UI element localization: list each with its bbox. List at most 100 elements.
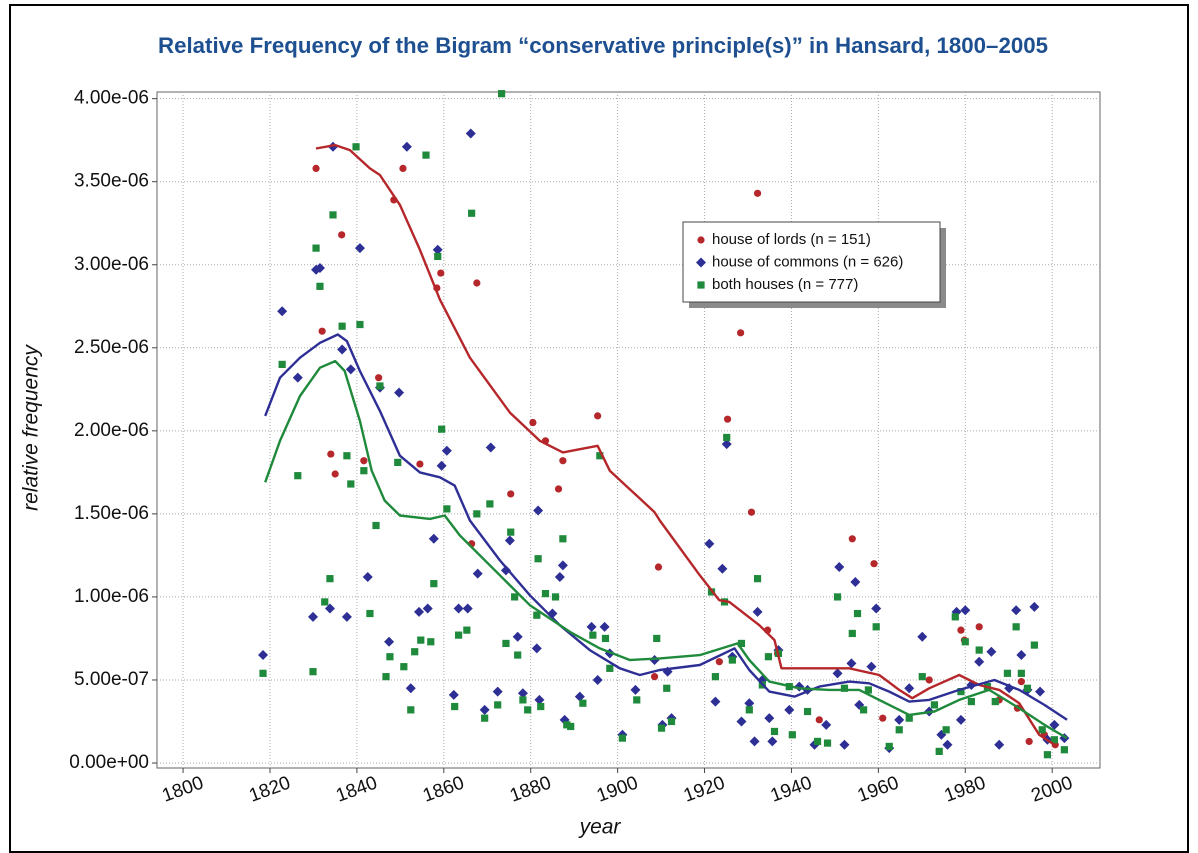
point bbox=[930, 701, 939, 709]
point bbox=[839, 739, 850, 750]
point bbox=[362, 571, 373, 582]
point bbox=[504, 535, 515, 546]
point bbox=[448, 689, 459, 700]
point bbox=[815, 716, 823, 724]
point bbox=[942, 726, 950, 734]
point bbox=[592, 674, 603, 685]
point bbox=[657, 724, 666, 732]
point bbox=[559, 535, 567, 543]
point bbox=[559, 457, 567, 465]
point bbox=[1030, 641, 1038, 649]
legend-box bbox=[682, 221, 941, 303]
point bbox=[454, 631, 463, 639]
point bbox=[514, 651, 522, 659]
point bbox=[667, 717, 676, 726]
point bbox=[327, 450, 335, 458]
point bbox=[519, 696, 527, 704]
point bbox=[596, 452, 604, 460]
point bbox=[524, 706, 532, 714]
point bbox=[1025, 737, 1033, 746]
point bbox=[1049, 719, 1060, 730]
point bbox=[871, 603, 882, 614]
y-tick-label: 2.50e-06 bbox=[74, 337, 149, 358]
point bbox=[541, 590, 550, 598]
point bbox=[356, 320, 364, 329]
point bbox=[834, 562, 845, 573]
point bbox=[957, 687, 965, 696]
point bbox=[352, 143, 360, 151]
point bbox=[744, 698, 755, 709]
point bbox=[904, 683, 915, 694]
point bbox=[473, 279, 481, 287]
point bbox=[951, 613, 959, 621]
point bbox=[885, 742, 893, 751]
point bbox=[650, 673, 659, 681]
point bbox=[443, 505, 451, 513]
point bbox=[531, 643, 542, 654]
point bbox=[894, 714, 905, 725]
point bbox=[579, 699, 587, 707]
point bbox=[961, 638, 969, 646]
point bbox=[784, 704, 795, 715]
point bbox=[567, 722, 575, 731]
point bbox=[481, 714, 489, 722]
point bbox=[917, 631, 928, 642]
point bbox=[416, 460, 424, 468]
point bbox=[318, 327, 326, 335]
point bbox=[1038, 726, 1046, 734]
point bbox=[728, 656, 736, 664]
point bbox=[500, 565, 511, 576]
y-tick-label: 1.00e-06 bbox=[74, 586, 149, 607]
point bbox=[384, 636, 395, 647]
legend: house of lords (n = 151) house of commons… bbox=[682, 221, 946, 308]
point bbox=[1016, 650, 1027, 661]
point bbox=[737, 329, 745, 337]
point bbox=[329, 211, 337, 219]
point bbox=[309, 668, 317, 676]
point bbox=[563, 721, 571, 729]
point bbox=[606, 664, 614, 672]
point bbox=[975, 623, 983, 631]
trend-line bbox=[264, 359, 1068, 740]
point bbox=[1035, 686, 1046, 697]
point bbox=[345, 364, 356, 375]
point bbox=[895, 726, 903, 734]
point bbox=[292, 372, 303, 383]
point bbox=[394, 458, 402, 466]
point bbox=[277, 306, 288, 317]
point bbox=[848, 629, 856, 638]
point bbox=[653, 634, 661, 643]
point bbox=[1017, 678, 1025, 686]
point bbox=[554, 571, 565, 582]
y-tick-label: 2.00e-06 bbox=[74, 420, 149, 441]
point bbox=[498, 90, 506, 98]
point bbox=[942, 739, 953, 750]
point bbox=[428, 533, 439, 544]
point bbox=[511, 593, 519, 601]
point bbox=[465, 128, 476, 139]
point bbox=[414, 606, 425, 617]
point bbox=[551, 593, 560, 601]
point bbox=[411, 648, 419, 656]
point bbox=[601, 634, 610, 643]
plot-area: 0.00e+00 5.00e-07 1.00e-06 1.50e-06 2.00e-06… bbox=[69, 88, 1101, 807]
y-tick-label: 1.50e-06 bbox=[74, 503, 149, 524]
legend-marker bbox=[697, 281, 705, 289]
point bbox=[594, 412, 602, 420]
point bbox=[537, 702, 545, 711]
point bbox=[866, 661, 877, 672]
point bbox=[312, 244, 320, 252]
point bbox=[360, 457, 368, 465]
point bbox=[586, 621, 597, 632]
point bbox=[533, 505, 544, 516]
point bbox=[764, 713, 775, 724]
point bbox=[434, 252, 442, 261]
x-axis-label: year bbox=[578, 816, 622, 839]
point bbox=[840, 684, 849, 692]
point bbox=[347, 480, 355, 488]
point bbox=[436, 460, 447, 471]
point bbox=[294, 472, 302, 480]
point bbox=[492, 686, 503, 697]
point bbox=[486, 500, 494, 508]
point bbox=[386, 653, 394, 661]
